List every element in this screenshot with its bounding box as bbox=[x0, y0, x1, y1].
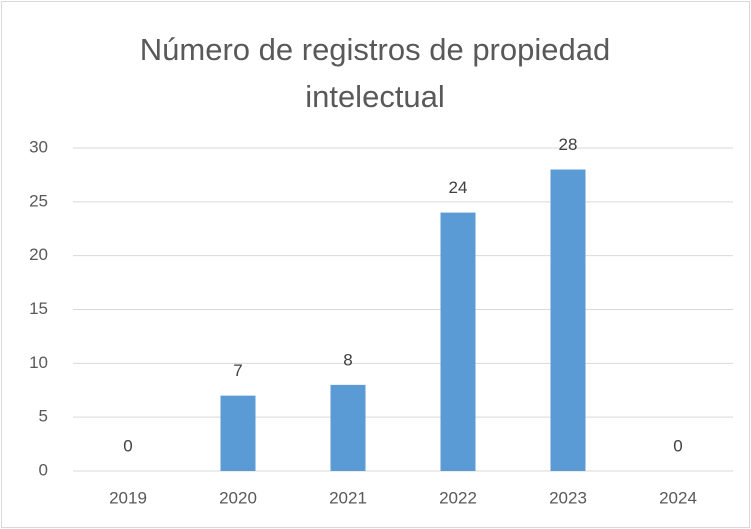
data-label: 8 bbox=[343, 350, 352, 369]
y-tick-label: 10 bbox=[29, 353, 48, 372]
x-tick-label: 2023 bbox=[549, 488, 587, 507]
y-tick-label: 0 bbox=[39, 460, 48, 479]
y-tick-label: 25 bbox=[29, 191, 48, 210]
bar bbox=[220, 395, 256, 471]
data-label: 24 bbox=[449, 178, 468, 197]
data-label: 0 bbox=[673, 436, 682, 455]
x-tick-label: 2021 bbox=[329, 488, 367, 507]
x-tick-label: 2019 bbox=[109, 488, 147, 507]
bar bbox=[330, 384, 366, 471]
data-label: 28 bbox=[559, 135, 578, 154]
x-tick-label: 2024 bbox=[659, 488, 697, 507]
data-label: 0 bbox=[123, 436, 132, 455]
bar bbox=[550, 169, 586, 472]
y-tick-label: 15 bbox=[29, 299, 48, 318]
y-tick-label: 20 bbox=[29, 245, 48, 264]
bar bbox=[440, 212, 476, 471]
y-tick-label: 30 bbox=[29, 137, 48, 156]
y-tick-label: 5 bbox=[39, 407, 48, 426]
x-tick-label: 2022 bbox=[439, 488, 477, 507]
data-label: 7 bbox=[233, 361, 242, 380]
chart-title: Número de registros de propiedad intelec… bbox=[139, 32, 611, 114]
x-tick-label: 2020 bbox=[219, 488, 257, 507]
